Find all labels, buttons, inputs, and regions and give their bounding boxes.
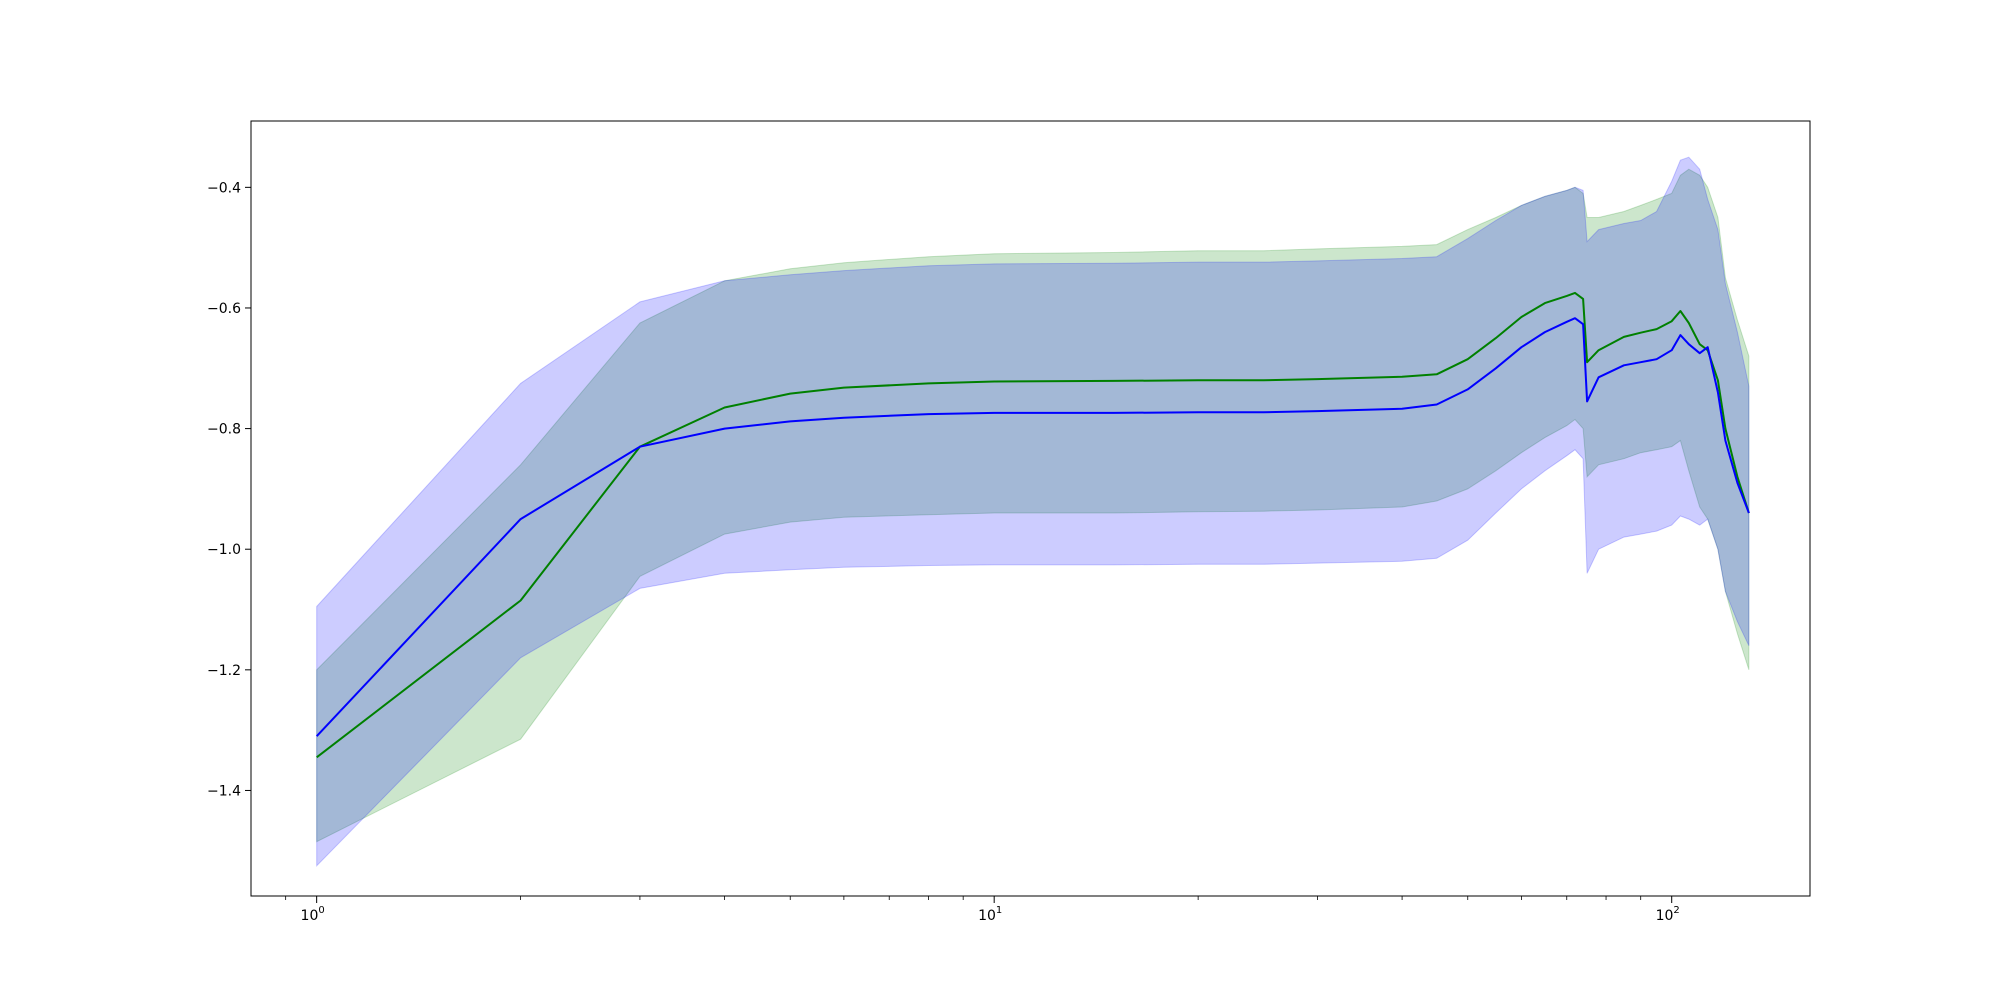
confidence-bands: [316, 156, 1750, 868]
x-tick-exponent: 0: [318, 905, 324, 916]
x-tick-exponent: 2: [1673, 905, 1679, 916]
x-tick-label: 102: [1656, 905, 1680, 924]
y-tick-label: −1.0: [207, 542, 241, 558]
series-0-line: [316, 291, 1750, 759]
series-1-line: [315, 317, 1750, 737]
series-lines: [315, 291, 1750, 759]
series-0-band: [316, 168, 1750, 843]
y-tick-label: −0.4: [207, 180, 241, 196]
x-tick-label: 100: [301, 905, 325, 924]
x-axis: 100 101 102: [285, 896, 1680, 924]
x-tick-base: 10: [978, 908, 996, 924]
x-tick-exponent: 1: [996, 905, 1002, 916]
series-1-band: [316, 156, 1750, 868]
y-axis: −0.4 −0.6 −0.8 −1.0 −1.2 −1.4: [207, 180, 251, 799]
y-tick-label: −0.8: [207, 422, 241, 438]
y-tick-label: −1.2: [207, 663, 241, 679]
x-tick-base: 10: [1656, 908, 1674, 924]
y-tick-label: −0.6: [207, 301, 241, 317]
x-tick-label: 101: [978, 905, 1002, 924]
x-tick-base: 10: [301, 908, 319, 924]
y-tick-label: −1.4: [207, 783, 241, 799]
plot-frame: [250, 120, 1811, 897]
